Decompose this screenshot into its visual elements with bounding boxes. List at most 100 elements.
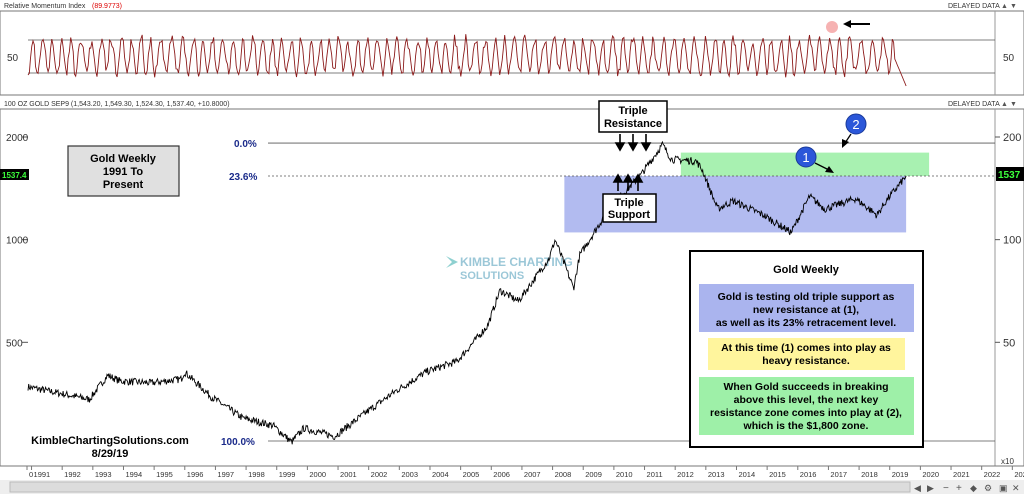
- marker-1-arrowhead: [825, 166, 834, 173]
- rmi-title: Relative Momentum Index: [4, 3, 86, 10]
- commentary-yellow-line-1: At this time (1) comes into play as: [721, 342, 891, 354]
- x-tick-label: 2014: [738, 470, 755, 479]
- expand-icon[interactable]: ▣: [999, 483, 1008, 493]
- x-tick-label: 2022: [984, 470, 1001, 479]
- watermark: KIMBLE CHARTING SOLUTIONS: [446, 255, 573, 282]
- x-tick-label: 2023: [1014, 470, 1024, 479]
- site-credit: KimbleChartingSolutions.com: [31, 435, 189, 447]
- x-tick-label: 2013: [708, 470, 725, 479]
- commentary-blue-line-2: new resistance at (1),: [753, 304, 859, 316]
- commentary-green-line-2: above this level, the next key: [734, 394, 879, 406]
- x-tick-label: 2007: [524, 470, 541, 479]
- left-tick-label: 1000: [6, 236, 29, 247]
- triple-resistance-line-2: Resistance: [604, 118, 662, 130]
- fib-23-6-label: 23.6%: [229, 172, 257, 183]
- x-tick-label: 2008: [555, 470, 572, 479]
- commentary-green-panel: [699, 377, 914, 435]
- x-tick-label: 1995: [156, 470, 173, 479]
- triple-support-arrows: [612, 173, 644, 191]
- title-line-3: Present: [103, 179, 144, 191]
- x-tick-label: 1997: [217, 470, 234, 479]
- marker-2-label: 2: [852, 117, 859, 132]
- triple-resistance-box: [598, 100, 668, 133]
- marker-2-circle: [845, 113, 867, 135]
- fib-100-label: 100.0%: [221, 437, 255, 448]
- x-tick-label: 2004: [432, 470, 449, 479]
- x-tick-label: 2003: [401, 470, 418, 479]
- commentary-blue-line-1: Gold is testing old triple support as: [718, 291, 895, 303]
- fit-icon[interactable]: ◆: [970, 483, 977, 493]
- settings-icon[interactable]: ⚙: [984, 483, 992, 493]
- rmi-highlight-circle: [826, 21, 838, 33]
- left-tick-label: 500: [6, 338, 23, 349]
- x-tick-label: 1993: [95, 470, 112, 479]
- commentary-blue-panel: [699, 284, 914, 332]
- watermark-logo-icon: [446, 256, 458, 268]
- x10-label: x10: [1001, 457, 1014, 466]
- x-tick-label: 1991: [34, 470, 51, 479]
- right-tick-label: 100: [1003, 235, 1021, 247]
- x-tick-label: 2017: [830, 470, 847, 479]
- marker-1-arrow: [814, 162, 830, 171]
- price-line: [27, 140, 907, 445]
- rmi-right-tick-50: 50: [1003, 53, 1015, 64]
- rmi-scroll-down-icon[interactable]: ▼: [1010, 3, 1017, 10]
- commentary-yellow-line-2: heavy resistance.: [762, 355, 850, 367]
- rmi-line: [27, 34, 907, 87]
- commentary-yellow-panel: [708, 338, 905, 370]
- commentary-heading: Gold Weekly: [773, 264, 840, 276]
- watermark-line-1: KIMBLE CHARTING: [460, 255, 573, 269]
- x-tick-label: 2019: [892, 470, 909, 479]
- zoom-in-icon[interactable]: +: [956, 483, 962, 494]
- horizontal-scrollbar[interactable]: [9, 481, 911, 493]
- rmi-value: (89.9773): [92, 3, 122, 10]
- commentary-blue-line-3: as well as its 23% retracement level.: [716, 317, 896, 329]
- title-line-2: 1991 To: [103, 166, 143, 178]
- x-tick-label: 2005: [463, 470, 480, 479]
- price-scroll-down-icon[interactable]: ▼: [1010, 101, 1017, 108]
- right-tick-label: 50: [1003, 337, 1015, 349]
- price-title: 100 OZ GOLD SEP9 (1,543.20, 1,549.30, 1,…: [4, 101, 230, 108]
- commentary-green-line-3: resistance zone comes into play at (2),: [710, 407, 902, 419]
- x-tick-label: 1992: [64, 470, 81, 479]
- current-price-tag-left: [0, 169, 29, 180]
- x-tick-label: 1996: [187, 470, 204, 479]
- x-tick-label: 2021: [953, 470, 970, 479]
- close-icon[interactable]: ✕: [1012, 483, 1020, 493]
- chart-date: 8/29/19: [92, 448, 129, 460]
- x-tick-label: 1994: [125, 470, 142, 479]
- rmi-delayed: DELAYED DATA: [948, 3, 1000, 10]
- triple-support-box: [602, 193, 657, 223]
- rmi-tick-50: 50: [7, 53, 19, 64]
- x-tick-label: 2020: [922, 470, 939, 479]
- scroll-right-icon[interactable]: ▶: [927, 483, 934, 493]
- x-tick-label: 1999: [279, 470, 296, 479]
- scroll-left-icon[interactable]: ◀: [914, 483, 921, 493]
- marker-1-circle: [795, 146, 817, 168]
- right-tick-label: 200: [1003, 132, 1021, 144]
- price-delayed: DELAYED DATA: [948, 101, 1000, 108]
- watermark-line-2: SOLUTIONS: [460, 270, 524, 282]
- marker-1-label: 1: [802, 150, 809, 165]
- triple-resistance-line-1: Triple: [618, 105, 647, 117]
- x-tick-label: 1998: [248, 470, 265, 479]
- price-scroll-up-icon[interactable]: ▲: [1001, 101, 1008, 108]
- current-price-tag-right: [996, 167, 1024, 181]
- x-tick-label: 2010: [616, 470, 633, 479]
- current-price-left: 1537.4: [2, 171, 27, 180]
- x-tick-label: 2015: [769, 470, 786, 479]
- right-y-axis: 50 100 200: [995, 132, 1021, 349]
- commentary-box: Gold Weekly Gold is testing old triple s…: [689, 250, 924, 448]
- x-tick-label: 2011: [647, 470, 663, 479]
- left-tick-label: 2000: [6, 133, 29, 144]
- left-y-axis: 500 1000 2000: [6, 133, 29, 349]
- fib-0-label: 0.0%: [234, 139, 257, 150]
- title-box: [67, 145, 180, 197]
- x-tick-label: 2009: [585, 470, 602, 479]
- zoom-out-icon[interactable]: −: [943, 483, 949, 494]
- rmi-scroll-up-icon[interactable]: ▲: [1001, 3, 1008, 10]
- commentary-green-line-1: When Gold succeeds in breaking: [723, 381, 888, 393]
- rmi-pointer-arrowhead: [843, 20, 851, 28]
